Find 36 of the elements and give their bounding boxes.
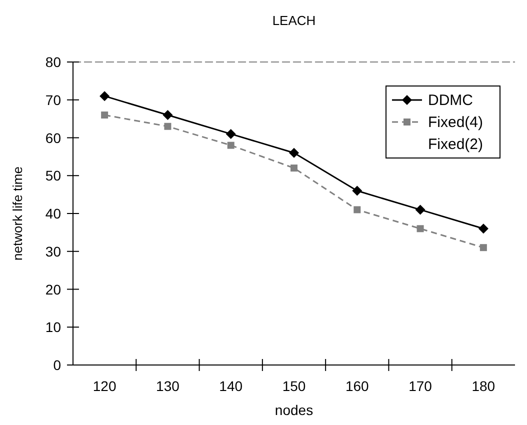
chart-title: LEACH bbox=[272, 13, 316, 28]
y-axis-title: network life time bbox=[10, 166, 25, 260]
point bbox=[162, 110, 173, 120]
y-tick-label: 10 bbox=[45, 319, 62, 336]
x-tick-label: 150 bbox=[282, 378, 306, 394]
y-tick-label: 80 bbox=[45, 54, 62, 70]
y-tick-label: 70 bbox=[45, 92, 62, 108]
x-tick-label: 160 bbox=[345, 378, 370, 394]
legend-label: Fixed(4) bbox=[428, 114, 484, 131]
point bbox=[480, 244, 487, 252]
legend-label: DDMC bbox=[428, 92, 474, 109]
x-tick-label: 120 bbox=[92, 378, 116, 394]
y-tick-label: 60 bbox=[45, 130, 62, 146]
point bbox=[226, 128, 236, 139]
x-tick-label: 180 bbox=[472, 378, 496, 394]
point bbox=[227, 142, 234, 149]
x-tick-label: 130 bbox=[156, 378, 180, 394]
y-tick-label: 30 bbox=[45, 243, 62, 260]
point bbox=[415, 204, 426, 215]
x-axis-title: nodes bbox=[274, 402, 314, 418]
point bbox=[100, 91, 110, 102]
point bbox=[416, 225, 424, 232]
point bbox=[478, 224, 488, 234]
point bbox=[101, 112, 108, 119]
y-tick-label: 50 bbox=[45, 168, 62, 184]
point bbox=[289, 148, 299, 158]
point bbox=[354, 206, 361, 214]
y-tick-label: 20 bbox=[45, 281, 62, 298]
x-tick-label: 140 bbox=[219, 378, 243, 394]
y-tick-label: 40 bbox=[45, 206, 62, 222]
point bbox=[290, 164, 298, 172]
text: Fixed(2) bbox=[428, 136, 484, 153]
y-tick-label: 0 bbox=[53, 357, 62, 373]
point bbox=[164, 122, 172, 130]
x-tick-label: 170 bbox=[408, 378, 432, 394]
point bbox=[352, 186, 362, 196]
